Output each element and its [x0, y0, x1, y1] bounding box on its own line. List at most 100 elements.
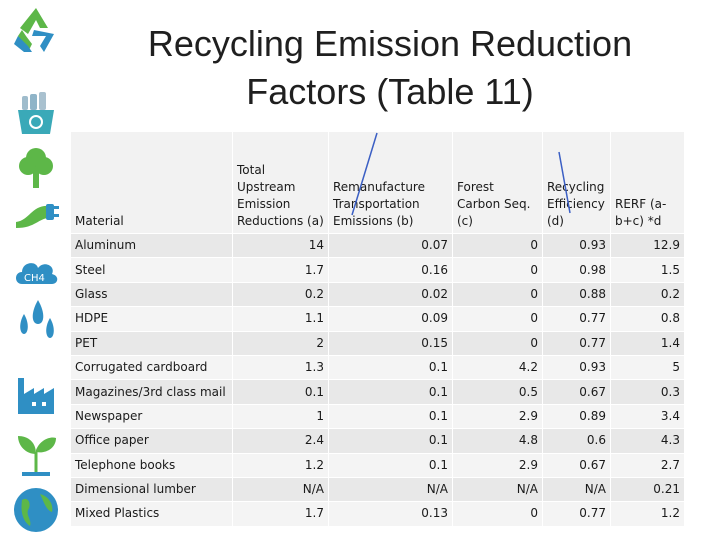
header-remanufacture-transport: Remanufacture Transportation Emissions (…: [328, 131, 453, 234]
value-cell: 0.77: [542, 306, 611, 332]
header-material: Material: [70, 131, 233, 234]
value-cell: 0.67: [542, 452, 611, 478]
value-cell: 0.88: [542, 281, 611, 308]
value-cell: 0: [452, 257, 543, 283]
value-cell: 3.4: [610, 403, 685, 430]
material-cell: Dimensional lumber: [70, 476, 233, 503]
value-cell: N/A: [232, 476, 329, 503]
table-row: HDPE 1.1 0.09 0 0.77 0.8: [70, 306, 685, 332]
material-cell: Steel: [70, 257, 233, 283]
value-cell: 0.93: [542, 354, 611, 381]
value-cell: 5: [610, 354, 685, 381]
material-cell: HDPE: [70, 306, 233, 332]
material-cell: Office paper: [70, 428, 233, 454]
value-cell: 4.2: [452, 354, 543, 381]
rerf-table: Material Total Upstream Emission Reducti…: [70, 131, 685, 527]
table-row: Corrugated cardboard 1.3 0.1 4.2 0.93 5: [70, 354, 685, 381]
value-cell: 0.2: [232, 281, 329, 308]
value-cell: 0.13: [328, 501, 453, 527]
table-row: Dimensional lumber N/A N/A N/A N/A 0.21: [70, 476, 685, 503]
material-cell: Magazines/3rd class mail: [70, 379, 233, 405]
recycle-bin-icon: [18, 92, 54, 134]
header-rerf: RERF (a-b+c) *d: [610, 131, 685, 234]
value-cell: 1.7: [232, 257, 329, 283]
value-cell: 1.2: [232, 452, 329, 478]
value-cell: 0.02: [328, 281, 453, 308]
sprout-icon: [18, 436, 56, 476]
header-recycling-efficiency: Recycling Efficiency (d): [542, 131, 611, 234]
value-cell: 1.7: [232, 501, 329, 527]
value-cell: 0: [452, 501, 543, 527]
value-cell: N/A: [542, 476, 611, 503]
value-cell: 2.9: [452, 452, 543, 478]
table-row: Magazines/3rd class mail 0.1 0.1 0.5 0.67 0.3: [70, 379, 685, 405]
value-cell: 0.21: [610, 476, 685, 503]
factory-icon: [18, 378, 54, 414]
material-cell: PET: [70, 330, 233, 356]
value-cell: 12.9: [610, 232, 685, 259]
value-cell: 1.4: [610, 330, 685, 356]
value-cell: 14: [232, 232, 329, 259]
svg-text:CH4: CH4: [24, 273, 45, 284]
value-cell: 4.8: [452, 428, 543, 454]
value-cell: 0.1: [232, 379, 329, 405]
value-cell: 0: [452, 232, 543, 259]
value-cell: 1.1: [232, 306, 329, 332]
table-row: Office paper 2.4 0.1 4.8 0.6 4.3: [70, 428, 685, 454]
value-cell: 1.3: [232, 354, 329, 381]
material-cell: Corrugated cardboard: [70, 354, 233, 381]
value-cell: 0.1: [328, 379, 453, 405]
value-cell: 0.67: [542, 379, 611, 405]
header-forest-carbon: Forest Carbon Seq. (c): [452, 131, 543, 234]
value-cell: 1.5: [610, 257, 685, 283]
value-cell: 0.98: [542, 257, 611, 283]
table-header-row: Material Total Upstream Emission Reducti…: [70, 131, 685, 234]
water-drops-icon: [20, 300, 54, 338]
table-row: Glass 0.2 0.02 0 0.88 0.2: [70, 281, 685, 308]
plug-icon: [16, 204, 59, 228]
value-cell: 0.09: [328, 306, 453, 332]
value-cell: 0.1: [328, 428, 453, 454]
table-body: Aluminum 14 0.07 0 0.93 12.9 Steel 1.7 0.16 0 0.98…: [70, 232, 685, 527]
value-cell: 0.15: [328, 330, 453, 356]
header-upstream-reductions: Total Upstream Emission Reductions (a): [232, 131, 329, 234]
material-cell: Mixed Plastics: [70, 501, 233, 527]
value-cell: 0.93: [542, 232, 611, 259]
table-row: Mixed Plastics 1.7 0.13 0 0.77 1.2: [70, 501, 685, 527]
material-cell: Glass: [70, 281, 233, 308]
material-cell: Newspaper: [70, 403, 233, 430]
table-row: Telephone books 1.2 0.1 2.9 0.67 2.7: [70, 452, 685, 478]
value-cell: 0: [452, 306, 543, 332]
table-row: Newspaper 1 0.1 2.9 0.89 3.4: [70, 403, 685, 430]
value-cell: 0.77: [542, 501, 611, 527]
value-cell: 0.1: [328, 452, 453, 478]
value-cell: 0: [452, 281, 543, 308]
value-cell: N/A: [452, 476, 543, 503]
value-cell: 0.16: [328, 257, 453, 283]
tree-icon: [19, 148, 53, 188]
slide-title: Recycling Emission Reduction Factors (Ta…: [147, 23, 633, 112]
material-cell: Aluminum: [70, 232, 233, 259]
value-cell: 4.3: [610, 428, 685, 454]
value-cell: 2: [232, 330, 329, 356]
value-cell: 0.77: [542, 330, 611, 356]
value-cell: 0: [452, 330, 543, 356]
value-cell: N/A: [328, 476, 453, 503]
value-cell: 0.07: [328, 232, 453, 259]
table-row: PET 2 0.15 0 0.77 1.4: [70, 330, 685, 356]
value-cell: 0.3: [610, 379, 685, 405]
value-cell: 0.2: [610, 281, 685, 308]
table-row: Steel 1.7 0.16 0 0.98 1.5: [70, 257, 685, 283]
globe-icon: [14, 488, 58, 532]
value-cell: 1.2: [610, 501, 685, 527]
value-cell: 0.1: [328, 403, 453, 430]
ch4-cloud-icon: CH4: [16, 263, 58, 284]
value-cell: 2.7: [610, 452, 685, 478]
value-cell: 1: [232, 403, 329, 430]
left-icon-rail: CH4: [0, 0, 70, 540]
value-cell: 0.5: [452, 379, 543, 405]
value-cell: 0.6: [542, 428, 611, 454]
value-cell: 2.4: [232, 428, 329, 454]
table-row: Aluminum 14 0.07 0 0.93 12.9: [70, 232, 685, 259]
value-cell: 0.89: [542, 403, 611, 430]
